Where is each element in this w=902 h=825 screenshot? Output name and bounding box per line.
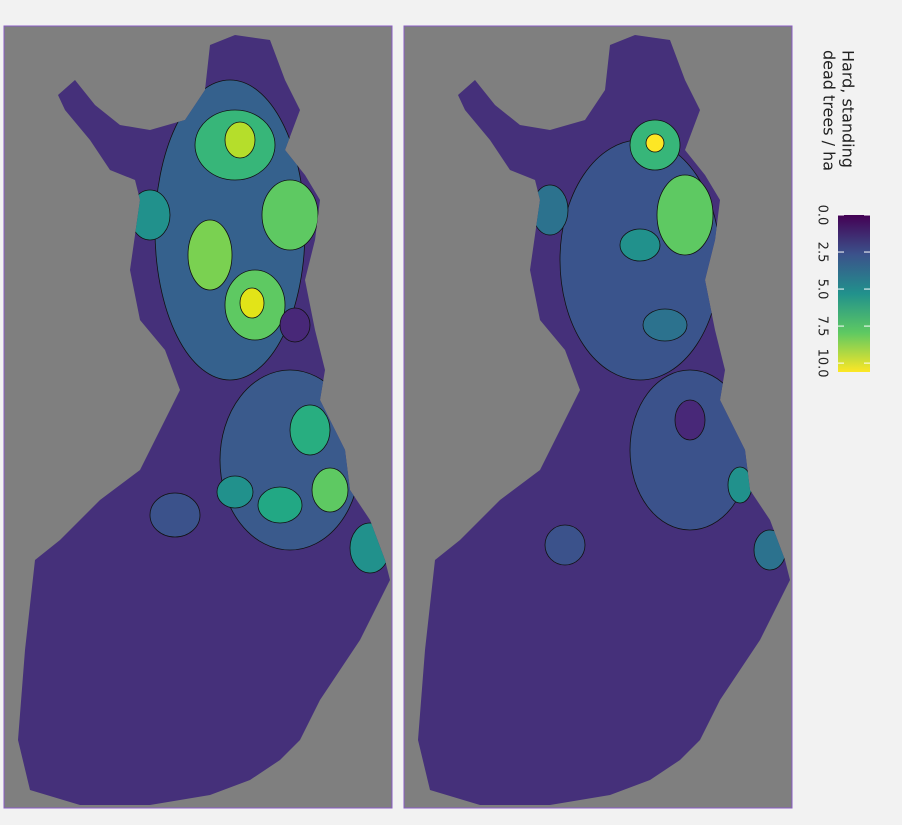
colorbar-tick-label: 0.0 xyxy=(815,205,830,226)
legend-title: Hard, standing xyxy=(839,50,858,168)
colorbar-tick-label: 10.0 xyxy=(815,349,830,378)
map-panel-right xyxy=(403,25,793,809)
colorbar-tick-label: 2.5 xyxy=(815,242,830,263)
map-panel-left xyxy=(3,25,393,809)
legend: Hard, standing dead trees / ha 0.0 2.5 5.0… xyxy=(815,50,870,378)
legend-title: dead trees / ha xyxy=(820,50,839,171)
colorbar-tick-label: 7.5 xyxy=(815,316,830,337)
colorbar-tick-label: 5.0 xyxy=(815,279,830,300)
colorbar xyxy=(838,215,870,372)
